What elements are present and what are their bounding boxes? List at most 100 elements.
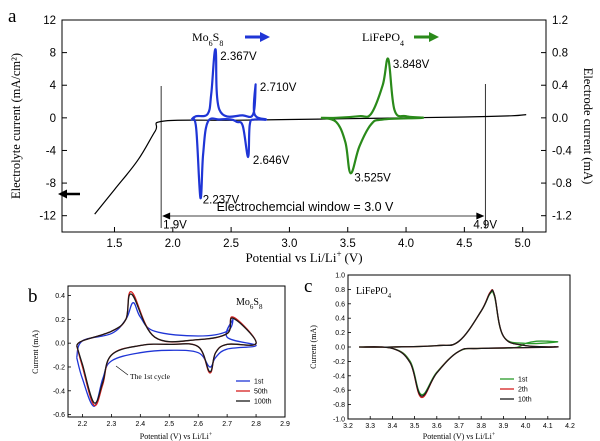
panel-a-ytick-label: 12	[43, 15, 56, 27]
panel-letter-a: a	[8, 6, 17, 27]
ytick-label: 0.4	[335, 316, 345, 323]
panel-a-ytick-label: -4	[46, 145, 57, 157]
peak-label: 2.710V	[260, 82, 297, 94]
ytick-label: -0.6	[53, 412, 65, 419]
panel-b-title: Mo6S8	[236, 297, 263, 311]
ytick-label: 0.4	[55, 293, 65, 300]
xtick-label: 2.3	[107, 421, 117, 428]
panel-b-xlabel: Potential (V) vs Li/Li+	[140, 432, 213, 441]
xtick-label: 3.7	[454, 423, 464, 430]
panel-b-ylabel: Current (mA)	[31, 330, 40, 374]
legend-label: 10th	[518, 397, 532, 404]
panel-a-y2tick-label: -1.2	[552, 211, 572, 223]
panel-b-ticks: 0.4 0.2 0.0 -0.2 -0.4 -0.6 2.2 2.3 2.4 2.5 2.6 2.7 2…	[53, 293, 290, 428]
panel-c-legend: 1st 2th 10th	[500, 377, 532, 404]
panel-a-xtick-label: 3.5	[340, 238, 356, 250]
panel-a-y2tick-label: 0.0	[552, 113, 568, 125]
panel-a-ytick-label: 8	[50, 48, 56, 60]
ytick-label: 0.0	[55, 341, 65, 348]
peak-label: 2.646V	[253, 155, 290, 167]
panel-letter-b: b	[28, 286, 38, 307]
panel-c-ticks: 1.00.80.60.40.20.0-0.2-0.4-0.6-0.8-1.03.…	[333, 273, 575, 431]
ytick-label: 0.2	[55, 317, 65, 324]
peak-label: 3.525V	[354, 172, 391, 184]
panel-letter-c: c	[304, 276, 312, 297]
ytick-label: -0.2	[333, 359, 345, 366]
xtick-label: 3.4	[388, 423, 398, 430]
panel-b-annotation: The 1st cycle	[130, 372, 171, 381]
panel-a-left-ticks: 12 8 4 0 -4 -8 -12	[39, 15, 67, 223]
panel-c-ylabel: Current (mA)	[309, 325, 318, 369]
peak-label: 3.848V	[393, 59, 430, 71]
peak-label: 2.367V	[220, 51, 257, 63]
panel-a-right-ticks: 1.2 0.8 0.4 0.0 -0.4 -0.8 -1.2	[541, 15, 572, 223]
panel-b-series	[76, 291, 257, 407]
ytick-label: 1.0	[335, 273, 345, 280]
xtick-label: 4.2	[565, 423, 575, 430]
panel-a-ytick-label: -8	[46, 178, 56, 190]
panel-a-y2tick-label: 1.2	[552, 15, 568, 27]
xtick-label: 2.8	[251, 421, 261, 428]
panel-b-annotation-pointer	[115, 365, 129, 376]
xtick-label: 2.6	[193, 421, 203, 428]
panel-a-ytick-label: -12	[39, 211, 56, 223]
panel-a-xtick-label: 5.0	[515, 238, 531, 250]
ytick-label: 0.2	[335, 330, 345, 337]
mo6s8-arrow-icon	[245, 32, 270, 42]
panel-a-xtick-label: 2.5	[223, 238, 239, 250]
mo6s8-label: Mo6S8	[192, 30, 223, 48]
ytick-label: -0.8	[333, 402, 345, 409]
panel-b-legend: 1st 50th 100th	[236, 379, 272, 406]
legend-label: 2th	[518, 387, 528, 394]
series-lifepo4-electrode	[320, 57, 425, 175]
panel-a-ylabel2: Electrode current (mA)	[581, 68, 595, 185]
window-arrowhead-left	[162, 212, 171, 220]
xtick-label: 2.7	[222, 421, 232, 428]
panel-c-series	[359, 289, 559, 399]
panel-a-xtick-label: 4.0	[398, 238, 414, 250]
peak-label: 1.9V	[163, 220, 187, 232]
window-label: Electrochemcial window = 3.0 V	[217, 200, 394, 214]
panel-c-title: LiFePO4	[356, 286, 392, 300]
xtick-label: 3.6	[432, 423, 442, 430]
xtick-label: 2.5	[164, 421, 174, 428]
lifepo4-arrow-icon	[414, 32, 439, 42]
series-10th	[359, 289, 559, 397]
panel-a-xlabel: Potential vs Li/Li+ (V)	[245, 249, 362, 265]
panel-a-ytick-label: 0	[50, 113, 56, 125]
legend-label: 1st	[254, 379, 263, 386]
panel-a-frame	[61, 19, 547, 233]
panel-a-ytick-label: 4	[50, 80, 57, 92]
legend-label: 100th	[254, 399, 272, 406]
lifepo4-label: LiFePO4	[362, 30, 404, 48]
ytick-label: 0.0	[335, 345, 345, 352]
xtick-label: 3.2	[343, 423, 353, 430]
panel-b-chart: 0.4 0.2 0.0 -0.2 -0.4 -0.6 2.2 2.3 2.4 2.5 2.6 2.7 2…	[31, 285, 290, 441]
series-mo6s8-electrode	[190, 48, 268, 199]
panel-a-y2tick-label: -0.8	[552, 178, 572, 190]
panel-a-chart: 12 8 4 0 -4 -8 -12 1.2 0.8 0.4 0.0 -0.4 -0.8 -1.2 1.…	[9, 15, 595, 265]
xtick-label: 3.3	[365, 423, 375, 430]
series-1st	[76, 302, 257, 407]
electrolyte-arrow-icon	[58, 189, 80, 199]
panel-a-ylabel: Electrolyte current (mA/cm²)	[9, 53, 23, 199]
panel-c-xlabel: Potential (V) vs Li/Li+	[423, 432, 496, 441]
xtick-label: 2.4	[135, 421, 145, 428]
peak-label: 2.237V	[203, 194, 240, 206]
legend-label: 50th	[254, 389, 268, 396]
ytick-label: 0.8	[335, 287, 345, 294]
panel-a-series	[94, 48, 527, 215]
ytick-label: -0.4	[333, 373, 345, 380]
panel-a-y2tick-label: -0.4	[552, 145, 572, 157]
xtick-label: 2.2	[78, 421, 88, 428]
xtick-label: 4.0	[521, 423, 531, 430]
panel-a-xtick-label: 1.5	[106, 238, 122, 250]
xtick-label: 3.9	[499, 423, 509, 430]
xtick-label: 2.9	[280, 421, 290, 428]
series-100th	[76, 293, 257, 404]
ytick-label: -0.2	[53, 364, 65, 371]
ytick-label: -0.4	[53, 388, 65, 395]
xtick-label: 3.8	[476, 423, 486, 430]
panel-a-y2tick-label: 0.4	[552, 80, 569, 92]
